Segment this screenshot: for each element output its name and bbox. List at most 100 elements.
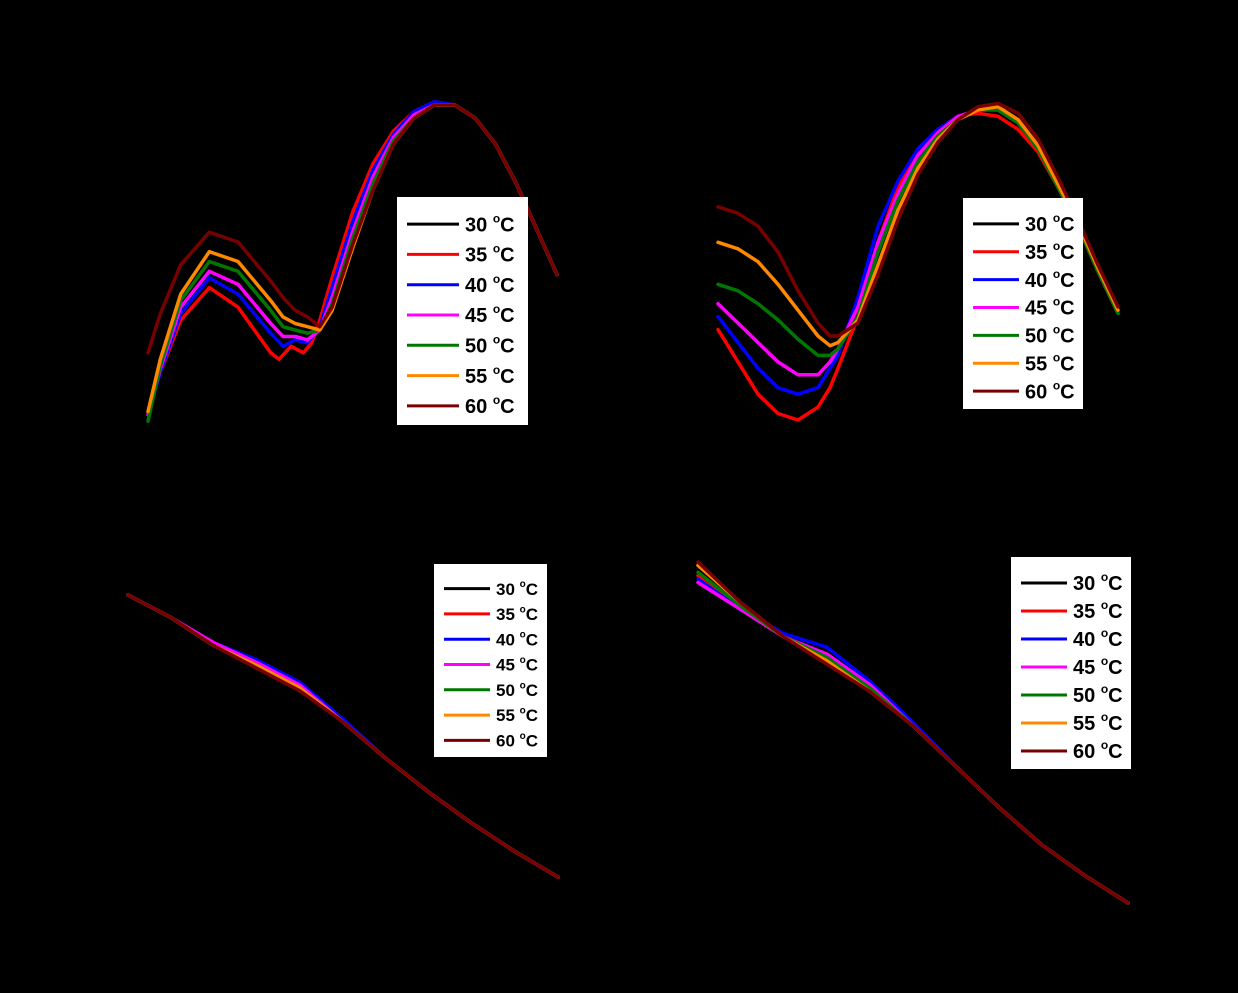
legend-label: 35 oC xyxy=(496,604,538,624)
legend-label-number: 60 xyxy=(1073,741,1101,763)
legend-label-number: 50 xyxy=(1073,685,1101,707)
legend-label-unit: C xyxy=(526,630,538,649)
legend-label-number: 45 xyxy=(1073,657,1101,679)
series-line-30 xyxy=(716,104,1120,390)
legend-label-unit: C xyxy=(1108,601,1122,623)
legend-label-degree: o xyxy=(1053,323,1060,337)
legend-label-unit: C xyxy=(1060,353,1074,375)
legend-label-degree: o xyxy=(520,680,526,691)
legend-label-unit: C xyxy=(1060,242,1074,264)
legend-label-degree: o xyxy=(1101,598,1108,612)
legend-label: 30 oC xyxy=(496,579,538,599)
legend-label-degree: o xyxy=(1101,654,1108,668)
legend-label-unit: C xyxy=(500,245,514,267)
series-line-60 xyxy=(716,101,1120,338)
legend-label-number: 60 xyxy=(496,731,520,750)
legend-label-number: 55 xyxy=(1073,713,1101,735)
legend-label-number: 55 xyxy=(1025,353,1053,375)
legend-label-number: 50 xyxy=(1025,326,1053,348)
legend-label-unit: C xyxy=(526,731,538,750)
legend-label: 30 oC xyxy=(465,211,515,236)
legend-label-degree: o xyxy=(493,211,500,225)
legend-label-number: 45 xyxy=(465,305,493,327)
legend-label-number: 35 xyxy=(496,605,520,624)
legend-label: 50 oC xyxy=(496,680,538,700)
legend-label-unit: C xyxy=(1060,381,1074,403)
panel-top-right xyxy=(716,101,1120,422)
legend-label: 35 oC xyxy=(1025,239,1075,264)
legend-label-degree: o xyxy=(1053,295,1060,309)
legend-label: 45 oC xyxy=(1073,654,1123,679)
legend-label: 40 oC xyxy=(1073,626,1123,651)
legend-label-degree: o xyxy=(493,393,500,407)
legend-label: 35 oC xyxy=(465,242,515,267)
legend-label: 30 oC xyxy=(1025,211,1075,236)
legend-label-degree: o xyxy=(493,332,500,346)
legend-label: 55 oC xyxy=(496,706,538,726)
legend-label-number: 35 xyxy=(1025,242,1053,264)
legend-label-degree: o xyxy=(493,272,500,286)
legend-label-number: 30 xyxy=(1073,573,1101,595)
legend-label: 50 oC xyxy=(1073,682,1123,707)
legend-label-degree: o xyxy=(1053,211,1060,225)
legend-label: 40 oC xyxy=(496,630,538,650)
legend-label-number: 60 xyxy=(465,396,493,418)
series-line-60 xyxy=(146,103,559,355)
legend-label-number: 55 xyxy=(496,706,520,725)
legend-label-unit: C xyxy=(1060,214,1074,236)
legend-label-unit: C xyxy=(500,335,514,357)
legend-label: 40 oC xyxy=(465,272,515,297)
legend-label-number: 40 xyxy=(1025,270,1053,292)
legend-box xyxy=(397,197,528,425)
legend-box xyxy=(434,564,547,757)
legend-label-unit: C xyxy=(1108,629,1122,651)
legend-label-unit: C xyxy=(526,681,538,700)
legend-label-degree: o xyxy=(520,655,526,666)
series-line-60 xyxy=(126,593,560,879)
legend-label-unit: C xyxy=(1060,326,1074,348)
legend-label-degree: o xyxy=(1101,682,1108,696)
legend-label-degree: o xyxy=(1101,710,1108,724)
series-line-60 xyxy=(696,560,1130,905)
legend-label-unit: C xyxy=(1060,298,1074,320)
legend-label-degree: o xyxy=(520,604,526,615)
legend-label: 60 oC xyxy=(1025,378,1075,403)
legend-label-unit: C xyxy=(500,275,514,297)
legend-label-degree: o xyxy=(1053,267,1060,281)
legend-label-unit: C xyxy=(1108,657,1122,679)
legend-label-degree: o xyxy=(493,242,500,256)
legend-label: 45 oC xyxy=(1025,295,1075,320)
legend-label: 55 oC xyxy=(465,363,515,388)
legend-label-unit: C xyxy=(500,396,514,418)
legend-label-unit: C xyxy=(1108,713,1122,735)
legend-label-number: 40 xyxy=(1073,629,1101,651)
legend-label-number: 55 xyxy=(465,366,493,388)
legend-label-unit: C xyxy=(526,656,538,675)
legend-label-degree: o xyxy=(1101,626,1108,640)
legend-label-unit: C xyxy=(526,706,538,725)
panel-bottom-right xyxy=(696,560,1130,905)
legend-label: 45 oC xyxy=(496,655,538,675)
legend-label-number: 50 xyxy=(465,335,493,357)
legend-label: 50 oC xyxy=(1025,323,1075,348)
legend-label: 40 oC xyxy=(1025,267,1075,292)
legend-label-unit: C xyxy=(1108,741,1122,763)
legend-label-degree: o xyxy=(520,706,526,717)
legend-label-number: 30 xyxy=(1025,214,1053,236)
legend-label-number: 35 xyxy=(465,245,493,267)
legend-label: 60 oC xyxy=(1073,738,1123,763)
legend-label-unit: C xyxy=(1108,685,1122,707)
legend-label-degree: o xyxy=(520,579,526,590)
legend-label-unit: C xyxy=(1108,573,1122,595)
legend-label-number: 50 xyxy=(496,681,520,700)
legend-label-unit: C xyxy=(500,366,514,388)
legend-label-number: 45 xyxy=(496,656,520,675)
legend-label: 55 oC xyxy=(1073,710,1123,735)
legend-label-degree: o xyxy=(1053,239,1060,253)
legend-label-number: 40 xyxy=(496,630,520,649)
